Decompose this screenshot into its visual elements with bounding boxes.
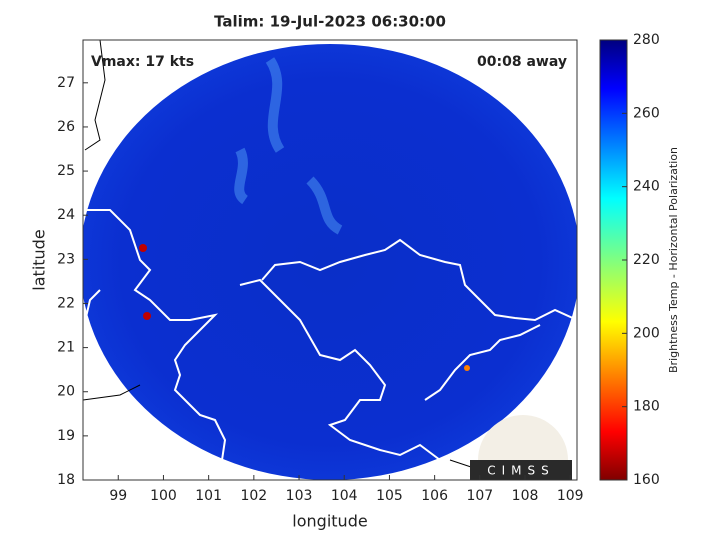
chart-title: Talim: 19-Jul-2023 06:30:00 xyxy=(214,13,446,31)
hot-spot xyxy=(464,365,470,371)
y-tick-label: 26 xyxy=(57,119,75,135)
hot-spot xyxy=(139,244,147,252)
x-tick-label: 102 xyxy=(240,488,267,504)
y-tick-label: 22 xyxy=(57,295,75,311)
y-tick-label: 21 xyxy=(57,340,75,356)
annotation: Vmax: 17 kts xyxy=(91,54,194,70)
colorbar-tick-label: 260 xyxy=(633,105,660,121)
colorbar-tick-label: 240 xyxy=(633,179,660,195)
logo: CIMSS xyxy=(470,415,572,480)
y-tick-label: 24 xyxy=(57,207,75,223)
colorbar-tick-label: 200 xyxy=(633,325,660,341)
map-area xyxy=(83,40,577,480)
y-tick-label: 27 xyxy=(57,75,75,91)
annotation: 00:08 away xyxy=(477,54,567,70)
colorbar-tick-label: 160 xyxy=(633,472,660,488)
colorbar-tick-label: 220 xyxy=(633,252,660,268)
y-tick-label: 23 xyxy=(57,251,75,267)
colorbar-label: Brightness Temp - Horizontal Polarizatio… xyxy=(667,147,680,373)
x-tick-label: 105 xyxy=(376,488,403,504)
y-tick-label: 19 xyxy=(57,428,75,444)
scan-disc xyxy=(83,44,577,480)
plot-frame xyxy=(82,39,578,481)
x-tick-label: 103 xyxy=(286,488,313,504)
x-tick-label: 100 xyxy=(150,488,177,504)
x-tick-label: 108 xyxy=(512,488,539,504)
cloud-streak xyxy=(234,57,343,235)
colorbar-tick-label: 180 xyxy=(633,399,660,415)
x-tick-label: 99 xyxy=(109,488,127,504)
logo-text: CIMSS xyxy=(487,464,555,478)
colorbar-tick-label: 280 xyxy=(633,32,660,48)
x-tick-label: 106 xyxy=(421,488,448,504)
x-tick-label: 101 xyxy=(195,488,222,504)
x-tick-label: 104 xyxy=(331,488,358,504)
hot-spot xyxy=(143,312,151,320)
x-tick-label: 109 xyxy=(557,488,584,504)
y-tick-label: 20 xyxy=(57,384,75,400)
y-tick-label: 18 xyxy=(57,472,75,488)
y-tick-label: 25 xyxy=(57,163,75,179)
borders xyxy=(83,209,577,476)
x-tick-label: 107 xyxy=(466,488,493,504)
y-axis-label: latitude xyxy=(30,229,49,290)
x-axis-label: longitude xyxy=(292,512,367,531)
